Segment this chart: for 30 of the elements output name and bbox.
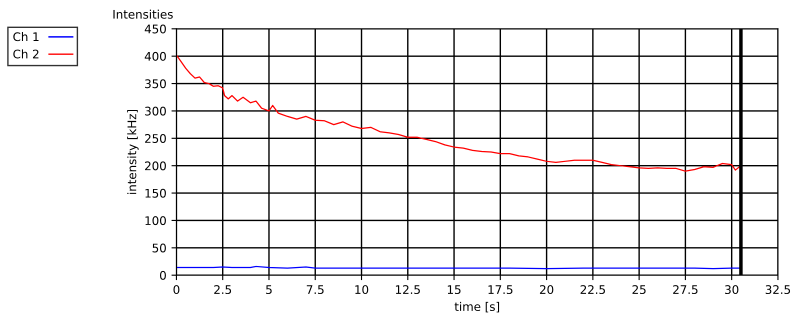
line-series <box>176 54 742 172</box>
y-tick-label: 300 <box>145 106 166 116</box>
legend-label: Ch 1 <box>13 32 39 42</box>
y-tick-label: 450 <box>144 24 166 34</box>
x-tick-label: 20 <box>540 285 554 294</box>
y-tick-label: 150 <box>145 188 166 198</box>
x-axis-title: time [s] <box>454 302 500 312</box>
x-tick-label: 2.5 <box>214 285 232 294</box>
x-tick-label: 10 <box>355 285 368 294</box>
x-tick-label: 0 <box>173 285 180 294</box>
chart-title: Intensities <box>113 10 173 19</box>
x-tick-label: 30 <box>725 285 738 294</box>
y-tick-label: 200 <box>145 161 166 170</box>
y-tick-label: 350 <box>145 79 166 88</box>
y-axis-title: intensity [kHz] <box>127 110 139 194</box>
x-tick-label: 32.5 <box>766 285 790 294</box>
x-tick-label: 27.5 <box>673 285 698 294</box>
legend-label: Ch 2 <box>13 49 38 58</box>
x-tick-label: 7.5 <box>306 285 324 294</box>
y-tick-label: 250 <box>145 134 166 143</box>
x-tick-label: 15 <box>448 285 461 294</box>
x-tick-label: 12.5 <box>396 285 420 294</box>
x-tick-label: 17.5 <box>488 285 512 294</box>
y-tick-label: 50 <box>152 244 166 252</box>
x-tick-label: 22.5 <box>580 285 605 294</box>
y-tick-label: 0 <box>160 270 166 280</box>
x-tick-label: 25 <box>632 285 646 294</box>
x-tick-label: 5 <box>266 285 272 294</box>
y-tick-label: 400 <box>144 52 166 61</box>
y-tick-label: 100 <box>145 216 166 226</box>
